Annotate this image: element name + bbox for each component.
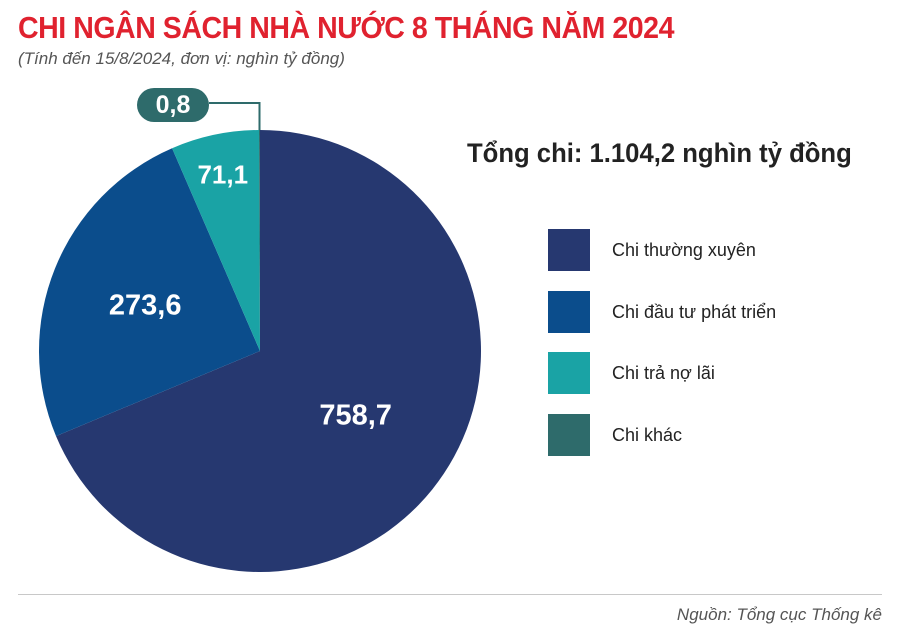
legend-swatch [548,229,590,271]
legend-swatch [548,290,590,333]
chart-subtitle: (Tính đến 15/8/2024, đơn vị: nghìn tỷ đồ… [18,49,345,68]
legend-label: Chi trả nợ lãi [612,363,715,383]
chart-title: CHI NGÂN SÁCH NHÀ NƯỚC 8 THÁNG NĂM 2024 [18,10,674,45]
pie-slice-other [258,130,260,351]
footer-divider [18,594,882,595]
legend-swatch [548,413,590,456]
legend-swatch [548,352,590,394]
legend-label: Chi thường xuyên [612,240,756,260]
total-spending: Tổng chi: 1.104,2 nghìn tỷ đồng [467,138,852,168]
data-label-development: 273,6 [109,290,182,322]
data-label-interest: 71,1 [197,160,248,190]
legend-label: Chi khác [612,424,683,445]
data-label-recurrent: 758,7 [319,400,392,432]
source-note: Nguồn: Tổng cục Thống kê [676,605,882,624]
callout-box [137,88,209,122]
legend-label: Chi đầu tư phát triển [612,301,777,322]
callout-line [209,102,261,131]
pie-slice-recurrent [56,130,481,572]
data-label-other: 0,8 [156,91,191,119]
pie-slice-development [38,148,260,437]
pie-slice-interest [172,130,260,351]
